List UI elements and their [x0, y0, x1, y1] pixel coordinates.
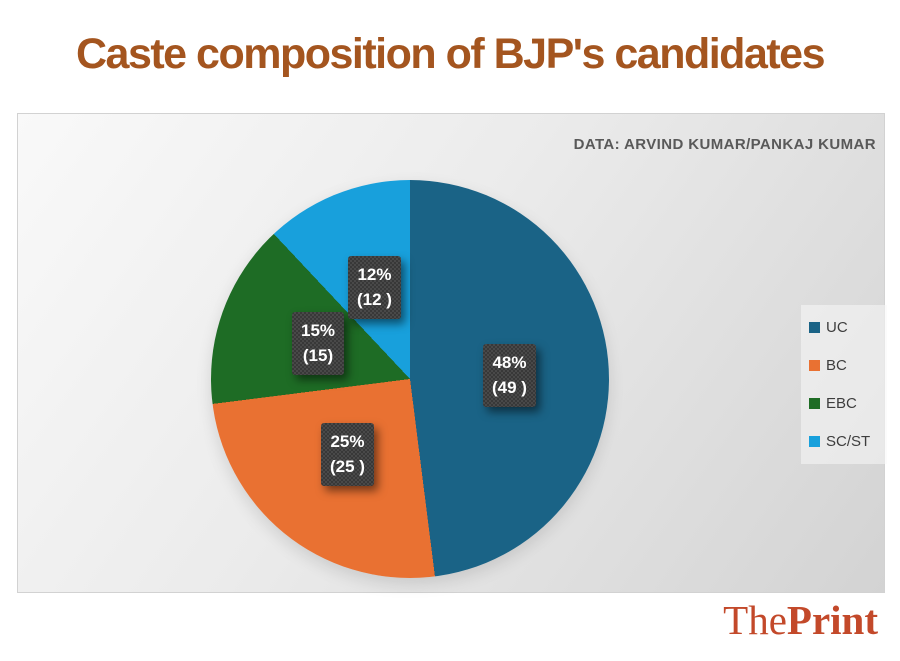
legend-item-uc: UC	[809, 319, 879, 336]
data-label-uc-count: (49 )	[492, 377, 527, 397]
legend-swatch	[809, 398, 820, 409]
theprint-logo-print: Print	[786, 597, 878, 643]
legend-label: SC/ST	[826, 433, 871, 450]
theprint-logo-the: The	[723, 597, 787, 643]
legend-swatch	[809, 322, 820, 333]
data-label-scst-pct: 12%	[357, 265, 392, 284]
legend-item-scst: SC/ST	[809, 433, 879, 450]
legend-label: UC	[826, 319, 848, 336]
chart-panel: DATA: ARVIND KUMAR/PANKAJ KUMAR 48% (49 …	[17, 113, 887, 593]
data-attribution: DATA: ARVIND KUMAR/PANKAJ KUMAR	[573, 136, 876, 153]
data-label-uc: 48% (49 )	[483, 344, 536, 408]
theprint-logo: ThePrint	[723, 600, 878, 641]
data-label-ebc: 15% (15)	[292, 312, 345, 376]
page-title: Caste composition of BJP's candidates	[75, 30, 826, 78]
data-label-scst: 12% (12 )	[348, 256, 401, 320]
data-label-bc-count: (25 )	[330, 456, 365, 476]
legend-swatch	[809, 360, 820, 371]
legend-item-bc: BC	[809, 357, 879, 374]
legend-label: EBC	[826, 395, 857, 412]
data-label-bc-pct: 25%	[330, 432, 365, 451]
data-label-scst-count: (12 )	[357, 289, 392, 309]
data-label-bc: 25% (25 )	[321, 423, 374, 487]
data-label-uc-pct: 48%	[492, 353, 527, 372]
legend-item-ebc: EBC	[809, 395, 879, 412]
data-label-ebc-pct: 15%	[301, 321, 336, 340]
legend: UC BC EBC SC/ST	[801, 305, 887, 464]
data-label-ebc-count: (15)	[302, 345, 334, 365]
legend-label: BC	[826, 357, 847, 374]
legend-swatch	[809, 436, 820, 447]
pie-chart	[211, 180, 609, 578]
